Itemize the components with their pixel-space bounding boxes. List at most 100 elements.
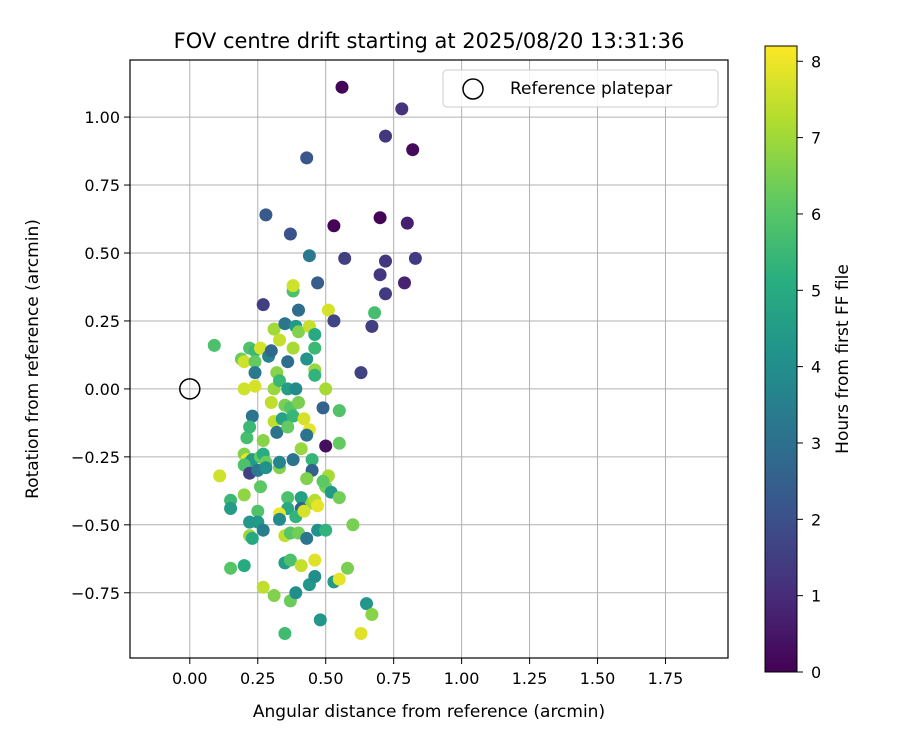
scatter-point	[379, 287, 392, 301]
scatter-point	[237, 382, 251, 396]
scatter-point	[408, 251, 422, 265]
scatter-point	[281, 355, 295, 369]
colorbar-ticks: 0 1 2 3 4 5 6 7 8	[797, 52, 821, 682]
scatter-point	[406, 143, 420, 157]
scatter-point	[251, 504, 265, 518]
scatter-point	[286, 453, 300, 467]
scatter-point	[297, 504, 311, 518]
scatter-point	[373, 268, 387, 282]
scatter-point	[305, 453, 319, 467]
scatter-point	[254, 341, 267, 355]
scatter-point	[332, 436, 346, 450]
scatter-point	[338, 251, 352, 265]
x-tick-label: 1.75	[648, 669, 684, 688]
scatter-point	[273, 374, 286, 388]
y-tick-label: 0.00	[84, 380, 120, 399]
scatter-point	[292, 396, 305, 409]
scatter-point	[311, 499, 325, 513]
scatter-point	[319, 439, 333, 453]
scatter-point	[300, 472, 314, 486]
scatter-point	[308, 570, 322, 583]
scatter-point	[321, 303, 335, 317]
scatter-point	[292, 325, 305, 339]
scatter-point	[365, 319, 379, 333]
scatter-point	[267, 322, 281, 336]
scatter-point	[283, 227, 297, 241]
scatter-point	[256, 580, 270, 594]
x-axis-ticks: 0.00 0.25 0.50 0.75 1.00 1.25 1.50 1.75	[172, 658, 683, 688]
scatter-point	[327, 219, 341, 233]
colorbar-tick-label: 3	[811, 434, 821, 453]
scatter-point	[286, 409, 300, 423]
x-tick-label: 0.25	[240, 669, 276, 688]
scatter-point	[311, 276, 325, 290]
scatter-point	[248, 366, 262, 380]
scatter-point	[308, 328, 322, 341]
scatter-point	[237, 559, 251, 573]
scatter-point	[245, 531, 259, 545]
colorbar-label: Hours from first FF file	[833, 264, 853, 454]
scatter-point	[245, 409, 259, 423]
scatter-point	[281, 420, 295, 434]
colorbar-tick-label: 5	[811, 281, 821, 300]
scatter-point	[308, 553, 322, 567]
scatter-point	[270, 425, 284, 439]
reference-platepar-marker	[179, 378, 201, 400]
scatter-point	[289, 382, 303, 396]
colorbar-gradient	[765, 46, 797, 672]
scatter-point	[300, 531, 314, 545]
scatter-point	[259, 208, 273, 222]
x-tick-label: 0.50	[308, 669, 344, 688]
scatter-point	[379, 129, 392, 143]
colorbar-tick-label: 4	[811, 358, 821, 377]
scatter-point	[256, 434, 270, 447]
scatter-point	[289, 586, 303, 600]
y-tick-label: −0.25	[71, 448, 120, 467]
scatter-point	[264, 396, 278, 409]
scatter-point	[300, 151, 314, 165]
y-tick-label: 0.75	[84, 176, 120, 195]
scatter-point	[273, 512, 286, 526]
scatter-point	[327, 314, 341, 328]
scatter-point	[224, 561, 238, 575]
scatter-point	[400, 216, 414, 230]
scatter-point	[256, 523, 270, 537]
data-points	[207, 80, 422, 640]
y-axis-label: Rotation from reference (arcmin)	[23, 219, 43, 499]
scatter-point	[354, 627, 368, 640]
scatter-point	[294, 442, 308, 456]
colorbar-frame	[764, 45, 798, 673]
scatter-point	[278, 317, 292, 331]
scatter-point	[319, 382, 333, 396]
grid	[130, 60, 728, 658]
scatter-point	[273, 333, 286, 347]
y-tick-label: −0.50	[71, 516, 120, 535]
scatter-point	[294, 491, 308, 505]
scatter-point	[313, 613, 327, 627]
scatter-point	[237, 355, 251, 369]
scatter-point	[297, 412, 311, 426]
scatter-point	[308, 368, 322, 382]
scatter-point	[264, 344, 278, 358]
scatter-point	[286, 279, 300, 293]
colorbar-tick-label: 7	[811, 129, 821, 148]
scatter-point	[332, 491, 346, 505]
plot-frame	[129, 59, 729, 659]
reference-marker-layer	[179, 378, 201, 400]
scatter-point	[332, 404, 346, 418]
scatter-point	[207, 338, 221, 352]
scatter-point	[365, 608, 379, 621]
scatter-point	[319, 523, 333, 537]
scatter-point	[286, 341, 300, 355]
y-axis-ticks: −0.75 −0.50 −0.25 0.00 0.25 0.50 0.75 1.00	[71, 108, 130, 603]
scatter-point	[248, 379, 262, 393]
y-tick-label: 0.50	[84, 244, 120, 263]
scatter-point	[368, 306, 382, 320]
legend: Reference platepar	[442, 69, 719, 108]
scatter-point	[237, 488, 251, 502]
scatter-point	[332, 572, 346, 586]
scatter-point	[373, 211, 387, 225]
y-tick-label: 0.25	[84, 312, 120, 331]
